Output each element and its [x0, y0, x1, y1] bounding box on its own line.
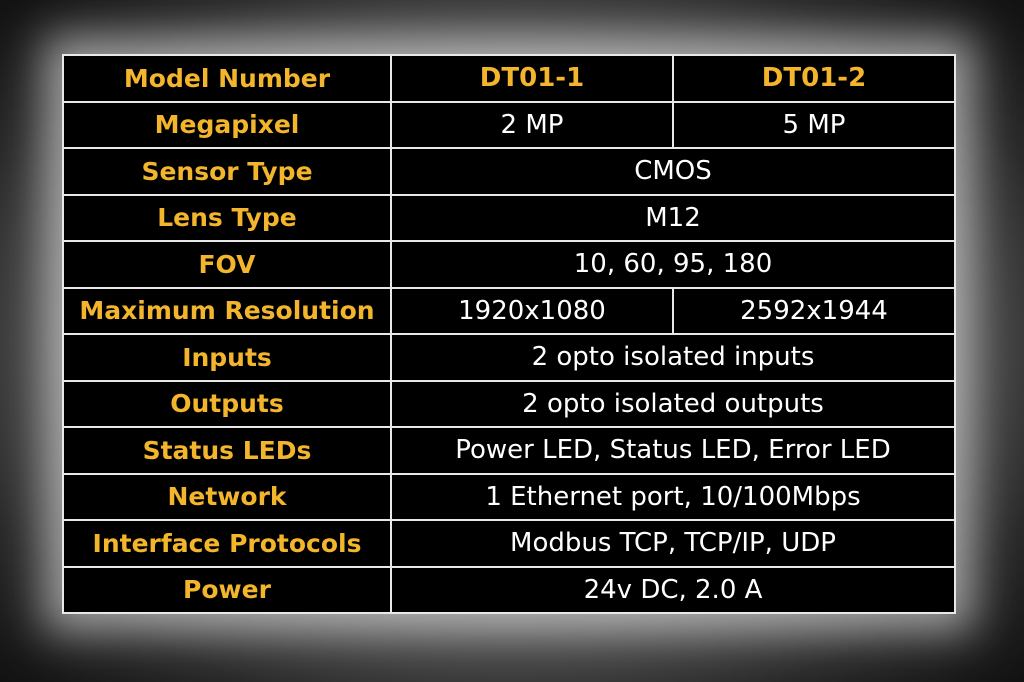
row-label: Power [62, 565, 392, 614]
row-label: Model Number [62, 54, 392, 103]
table-row: Interface Protocols Modbus TCP, TCP/IP, … [62, 519, 956, 568]
row-label: FOV [62, 240, 392, 289]
row-label: Network [62, 472, 392, 521]
model-dt01-1: DT01-1 [390, 54, 674, 103]
row-label: Megapixel [62, 100, 392, 149]
row-label: Outputs [62, 379, 392, 428]
cell-value: 2 opto isolated outputs [390, 379, 956, 428]
table-row: Status LEDs Power LED, Status LED, Error… [62, 426, 956, 475]
spec-table: Model Number DT01-1 DT01-2 Megapixel 2 M… [62, 54, 956, 614]
cell-value: 2 opto isolated inputs [390, 333, 956, 382]
cell-value: 1920x1080 [390, 286, 674, 335]
table-row: Outputs 2 opto isolated outputs [62, 379, 956, 428]
table-row: Inputs 2 opto isolated inputs [62, 333, 956, 382]
table-row: FOV 10, 60, 95, 180 [62, 240, 956, 289]
row-label: Maximum Resolution [62, 286, 392, 335]
row-label: Lens Type [62, 193, 392, 242]
table-header-row: Model Number DT01-1 DT01-2 [62, 54, 956, 103]
cell-value: M12 [390, 193, 956, 242]
row-label: Interface Protocols [62, 519, 392, 568]
cell-value: 2 MP [390, 100, 674, 149]
cell-value: 10, 60, 95, 180 [390, 240, 956, 289]
cell-value: CMOS [390, 147, 956, 196]
cell-value: 2592x1944 [672, 286, 956, 335]
cell-value: 5 MP [672, 100, 956, 149]
table-row: Network 1 Ethernet port, 10/100Mbps [62, 472, 956, 521]
row-label: Inputs [62, 333, 392, 382]
model-dt01-2: DT01-2 [672, 54, 956, 103]
cell-value: Modbus TCP, TCP/IP, UDP [390, 519, 956, 568]
table-row: Megapixel 2 MP 5 MP [62, 100, 956, 149]
row-label: Sensor Type [62, 147, 392, 196]
table-row: Sensor Type CMOS [62, 147, 956, 196]
row-label: Status LEDs [62, 426, 392, 475]
cell-value: 24v DC, 2.0 A [390, 565, 956, 614]
table-row: Power 24v DC, 2.0 A [62, 565, 956, 614]
cell-value: 1 Ethernet port, 10/100Mbps [390, 472, 956, 521]
table-row: Maximum Resolution 1920x1080 2592x1944 [62, 286, 956, 335]
table-row: Lens Type M12 [62, 193, 956, 242]
cell-value: Power LED, Status LED, Error LED [390, 426, 956, 475]
